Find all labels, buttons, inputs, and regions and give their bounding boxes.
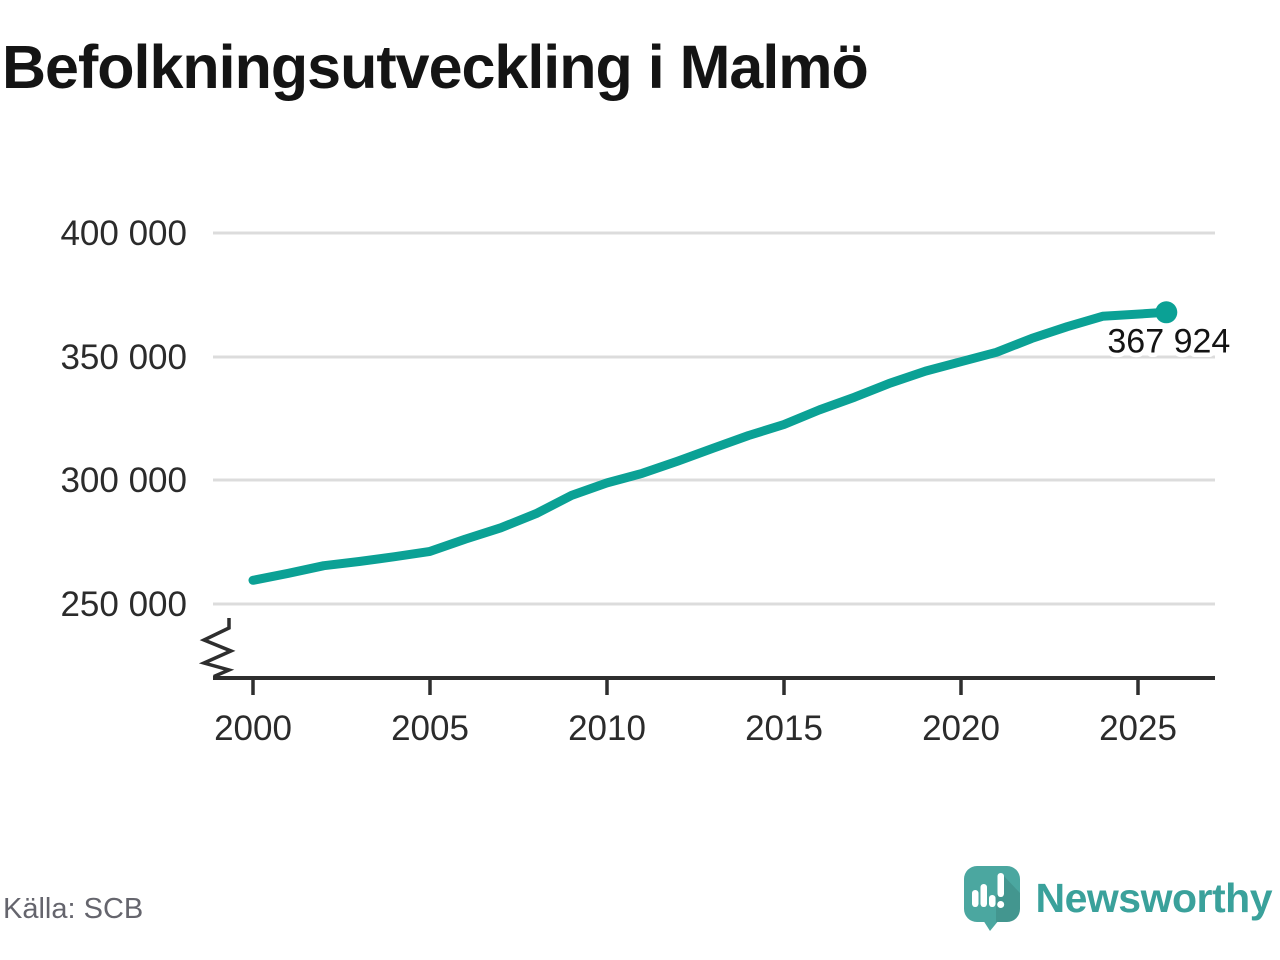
x-axis-labels: 2000 2005 2010 2015 2020 2025	[214, 709, 1177, 748]
population-series-line	[248, 307, 1171, 585]
x-tick-label: 2005	[391, 709, 469, 748]
latest-point-marker	[1155, 301, 1178, 324]
axis-break-icon	[198, 618, 236, 678]
newsworthy-logo: Newsworthy	[961, 864, 1273, 932]
latest-value-label: 367 924	[1107, 322, 1230, 360]
y-tick-label: 250 000	[60, 585, 187, 624]
newsworthy-wordmark: Newsworthy	[1035, 874, 1273, 921]
newsworthy-bubble-chart-icon	[963, 866, 1020, 931]
page-title: Befolkningsutveckling i Malmö	[2, 33, 869, 101]
y-tick-label: 400 000	[60, 214, 187, 253]
x-tick-label: 2000	[214, 709, 292, 748]
x-axis-ticks	[251, 678, 1140, 695]
x-tick-label: 2010	[568, 709, 646, 748]
logo-bars-icon	[971, 873, 1004, 908]
y-axis-labels: 400 000 350 000 300 000 250 000	[60, 214, 187, 624]
logo-bubble-tail	[982, 920, 999, 931]
x-tick-label: 2025	[1099, 709, 1177, 748]
x-tick-label: 2020	[922, 709, 1000, 748]
gridlines	[213, 231, 1215, 606]
logo-bubble	[963, 866, 1020, 922]
y-tick-label: 300 000	[60, 461, 187, 500]
x-tick-label: 2015	[745, 709, 823, 748]
source-note: Källa: SCB	[3, 893, 144, 925]
y-tick-label: 350 000	[60, 338, 187, 377]
